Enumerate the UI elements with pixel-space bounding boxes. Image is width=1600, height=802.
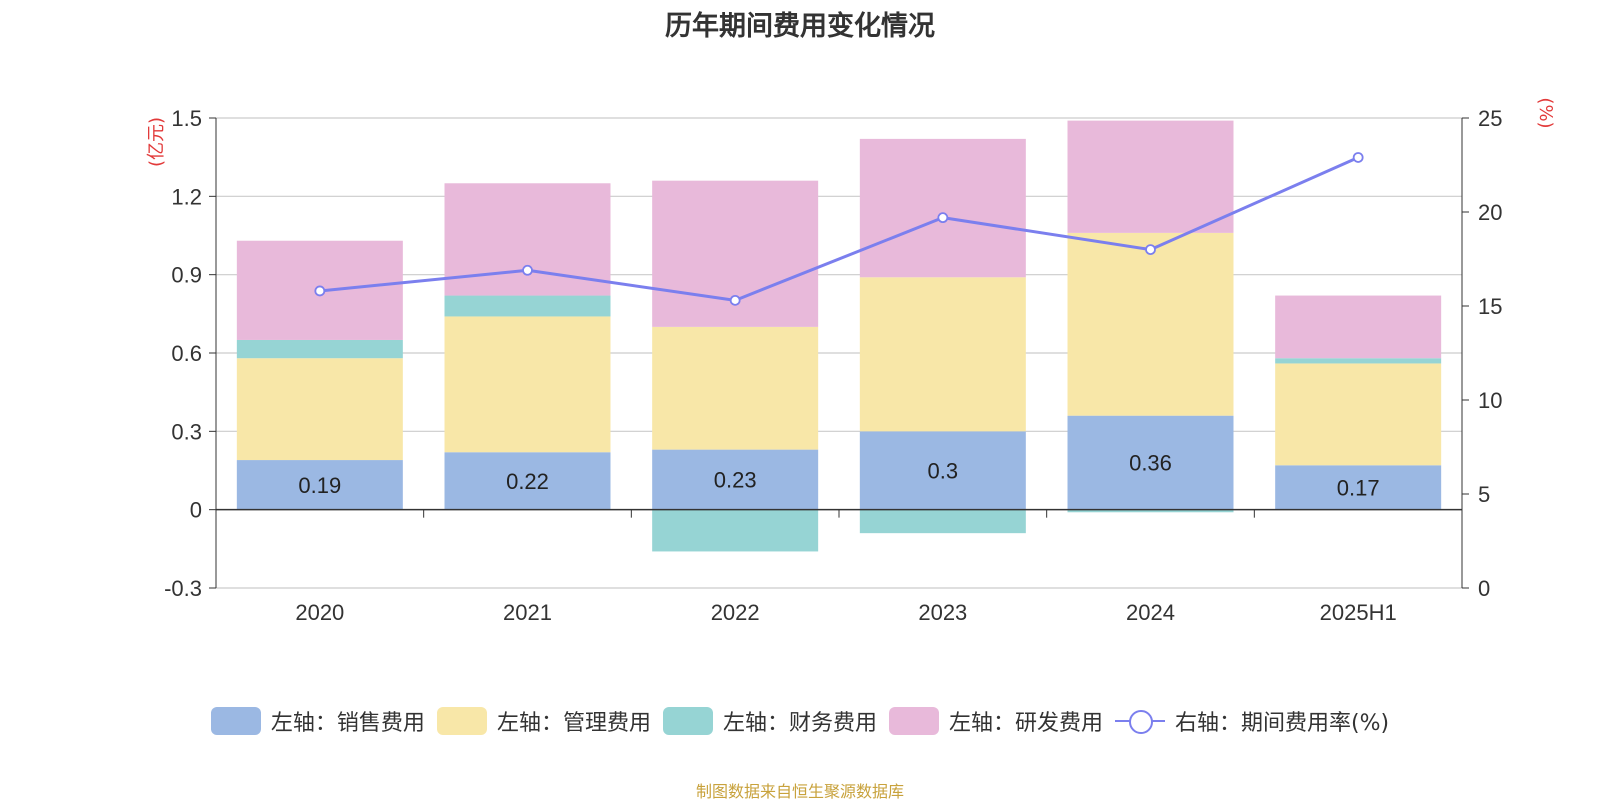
y-left-tick-label: 1.5: [171, 106, 202, 131]
legend-label: 左轴：管理费用: [496, 711, 651, 736]
bar-segment-1: [1275, 465, 1442, 510]
bar-segment-4: [1067, 120, 1234, 233]
legend-label: 右轴：期间费用率(%): [1174, 711, 1390, 736]
y-left-tick-label: 0.6: [171, 341, 202, 366]
legend-swatch: [210, 707, 261, 735]
x-tick-label: 2021: [503, 600, 552, 625]
bar-segment-1: [652, 449, 819, 510]
bar-segment-3: [1275, 358, 1442, 364]
legend-line-marker: [1114, 707, 1165, 735]
bar-segment-1: [444, 452, 611, 510]
bar-segment-1: [236, 460, 403, 510]
bar-segment-3: [444, 295, 611, 317]
rate-point: [937, 212, 949, 224]
legend-label: 左轴：研发费用: [948, 711, 1103, 736]
bar-segment-2: [444, 316, 611, 453]
y-right-unit-label: (%): [1535, 97, 1556, 128]
bar-segment-2: [1275, 363, 1442, 466]
legend-label: 左轴：销售费用: [270, 711, 425, 736]
rate-point: [1145, 244, 1156, 256]
y-left-unit-label: (亿元): [146, 117, 167, 167]
bar-segment-2: [236, 358, 403, 461]
y-right-tick-label: 15: [1478, 294, 1502, 319]
x-tick-label: 2024: [1126, 600, 1175, 625]
data-label: 0.23: [714, 468, 757, 493]
y-right-tick-label: 25: [1478, 106, 1502, 131]
bar-segment-4: [859, 138, 1026, 278]
rate-point: [729, 294, 741, 306]
legend-swatch: [436, 707, 487, 735]
bar-segment-3: [652, 509, 819, 552]
bar-segment-2: [1067, 232, 1234, 416]
chart-legend: 左轴：销售费用 左轴：管理费用 左轴：财务费用 左轴：研发费用 右轴：期间费用率(%): [0, 703, 1600, 739]
data-label: 0.22: [506, 469, 549, 494]
y-left-tick-label: 0: [190, 498, 202, 523]
data-label: 0.3: [928, 459, 959, 484]
x-tick-label: 2020: [295, 600, 344, 625]
y-right-tick-label: 0: [1478, 576, 1490, 601]
bar-segment-3: [236, 339, 403, 359]
x-tick-label: 2025H1: [1320, 600, 1397, 625]
data-label: 0.36: [1129, 451, 1172, 476]
bar-segment-3: [1067, 509, 1234, 513]
y-right-tick-label: 10: [1478, 388, 1502, 413]
y-left-tick-label: 0.3: [171, 419, 202, 444]
data-source-note: 制图数据来自恒生聚源数据库: [695, 782, 904, 801]
data-label: 0.17: [1337, 475, 1380, 500]
legend-item[interactable]: 左轴：销售费用: [210, 705, 425, 737]
legend-label: 左轴：财务费用: [722, 711, 877, 736]
bar-segment-2: [652, 326, 819, 450]
legend-item[interactable]: 左轴：财务费用: [662, 705, 877, 737]
y-left-tick-label: -0.3: [164, 576, 202, 601]
rate-point: [1352, 152, 1364, 163]
bar-segment-2: [859, 277, 1026, 432]
x-tick-label: 2023: [918, 600, 967, 625]
chart-title: 历年期间费用变化情况: [665, 11, 935, 42]
x-tick-label: 2022: [711, 600, 760, 625]
chart-plot: -0.3 0 0.3 0.6 0.9 1.2 1.5 0 5 10 15 20 25 (亿元) (%) 202…: [146, 97, 1556, 625]
data-label: 0.19: [298, 473, 341, 498]
bar-segment-1: [859, 431, 1026, 510]
y-right-tick-label: 5: [1478, 482, 1490, 507]
rate-point: [522, 264, 533, 276]
legend-item[interactable]: 左轴：研发费用: [888, 705, 1103, 737]
bar-segment-1: [1067, 415, 1234, 510]
y-right-tick-label: 20: [1478, 200, 1502, 225]
rate-point: [314, 285, 326, 297]
y-left-tick-label: 0.9: [171, 263, 202, 288]
bar-segment-3: [859, 509, 1026, 534]
y-left-tick-label: 1.2: [171, 184, 202, 209]
rate-line: [319, 156, 1359, 302]
legend-item[interactable]: 右轴：期间费用率(%): [1114, 705, 1390, 737]
legend-swatch: [662, 707, 713, 735]
bar-segment-4: [1275, 295, 1442, 359]
legend-item[interactable]: 左轴：管理费用: [436, 705, 651, 737]
legend-swatch: [888, 707, 939, 735]
